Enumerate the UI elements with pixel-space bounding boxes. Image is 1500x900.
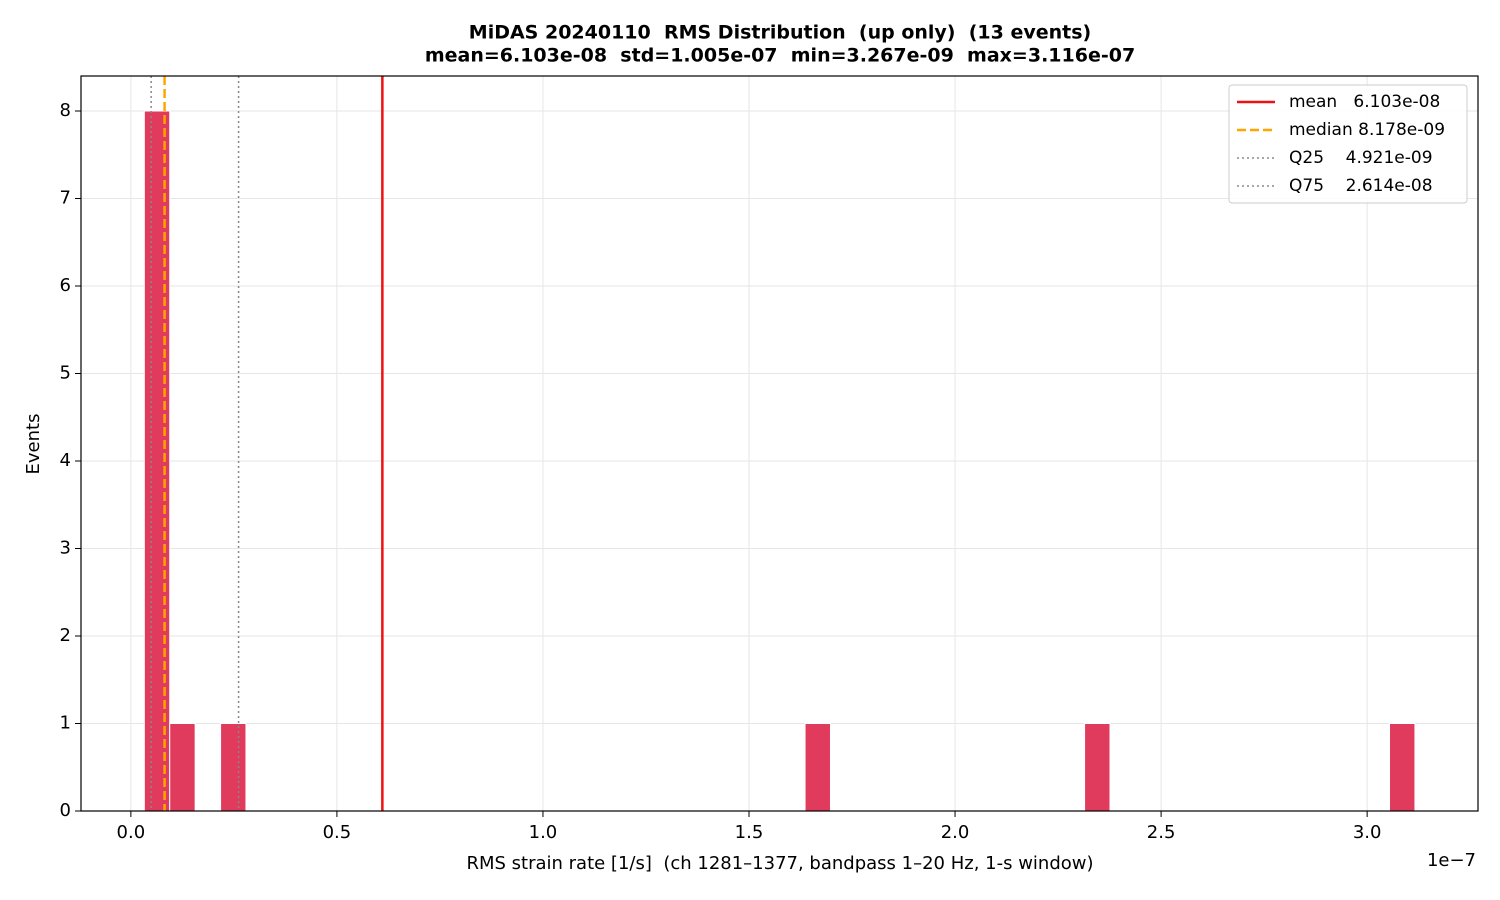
- bar: [804, 723, 831, 812]
- x-tick-label: 2.5: [1147, 822, 1176, 843]
- x-offset-label: 1e−7: [1427, 850, 1476, 871]
- x-axis-label: RMS strain rate [1/s] (ch 1281–1377, ban…: [466, 853, 1093, 874]
- x-tick-label: 0.0: [117, 822, 146, 843]
- x-tick-label: 2.0: [941, 822, 970, 843]
- x-tick-label: 3.0: [1353, 822, 1382, 843]
- legend-label: Q25 4.921e-09: [1289, 148, 1433, 168]
- y-tick-label: 1: [60, 713, 71, 734]
- x-tick-label: 1.5: [735, 822, 764, 843]
- x-tick-label: 1.0: [529, 822, 558, 843]
- legend: mean 6.103e-08 median 8.178e-09 Q25 4.921e…: [1228, 84, 1468, 204]
- y-tick-label: 6: [60, 275, 71, 296]
- y-tick-label: 2: [60, 625, 71, 646]
- y-tick-label: 7: [60, 188, 71, 209]
- bar: [143, 110, 171, 812]
- plot-frame: [80, 75, 1479, 812]
- y-tick-label: 5: [60, 363, 71, 384]
- chart-subtitle: mean=6.103e-08 std=1.005e-07 min=3.267e-…: [425, 45, 1135, 67]
- y-tick-label: 8: [60, 100, 71, 121]
- y-tick-label: 4: [60, 450, 71, 471]
- legend-box: [1228, 84, 1468, 204]
- bar: [1389, 723, 1416, 812]
- chart-title: MiDAS 20240110 RMS Distribution (up only…: [469, 22, 1091, 44]
- bar: [169, 723, 196, 812]
- y-tick-label: 0: [60, 800, 71, 821]
- bar: [1084, 723, 1111, 812]
- bar: [220, 723, 247, 812]
- y-tick-label: 3: [60, 538, 71, 559]
- x-tick-label: 0.5: [323, 822, 352, 843]
- legend-label: median 8.178e-09: [1289, 120, 1445, 140]
- y-axis-label: Events: [23, 414, 44, 475]
- legend-label: mean 6.103e-08: [1289, 92, 1440, 112]
- legend-label: Q75 2.614e-08: [1289, 176, 1433, 196]
